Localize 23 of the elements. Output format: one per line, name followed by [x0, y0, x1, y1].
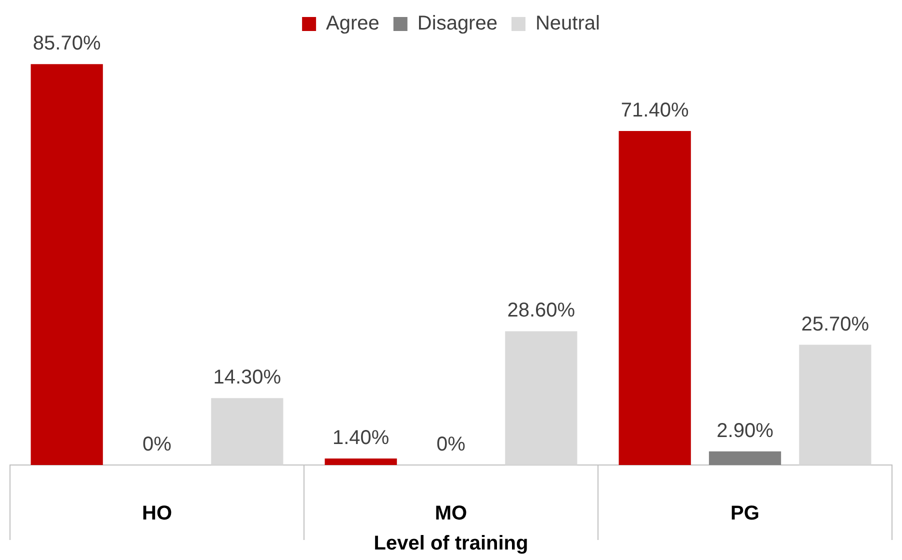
x-tick-label: PG — [730, 502, 760, 525]
data-label: 0% — [142, 434, 172, 456]
data-label: 85.70% — [32, 32, 101, 55]
bar — [211, 398, 284, 465]
legend-label: Neutral — [535, 12, 600, 35]
x-tick-label: HO — [142, 502, 172, 525]
data-label: 71.40% — [620, 100, 689, 122]
bar — [799, 344, 872, 465]
bar — [324, 458, 397, 465]
data-label: 25.70% — [801, 313, 870, 336]
bar — [30, 64, 103, 465]
x-axis-title: Level of training — [374, 532, 528, 555]
bar — [505, 331, 578, 465]
data-label: 2.90% — [716, 420, 774, 442]
x-tick-label: MO — [434, 502, 468, 525]
bar — [618, 131, 691, 465]
data-label: 28.60% — [507, 300, 576, 322]
data-label: 1.40% — [332, 426, 390, 449]
data-label: 0% — [436, 434, 466, 456]
data-label: 14.30% — [213, 366, 282, 389]
legend-label: Disagree — [417, 12, 498, 35]
legend-label: Agree — [326, 12, 380, 35]
bar — [708, 451, 782, 465]
